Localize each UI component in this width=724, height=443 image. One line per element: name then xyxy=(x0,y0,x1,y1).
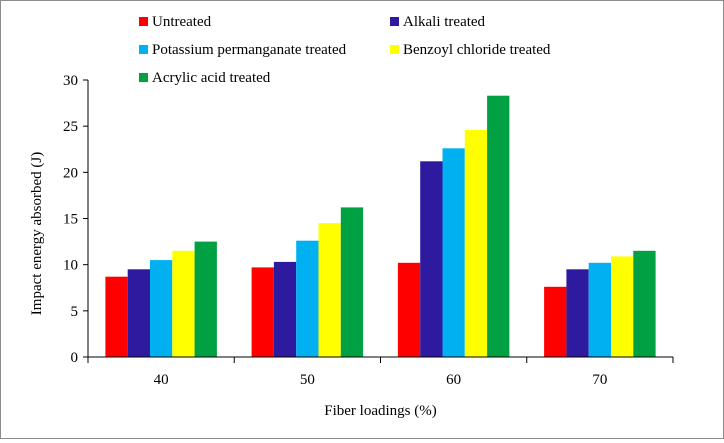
bar-alkali-treated-60 xyxy=(420,161,443,357)
y-tick-label: 15 xyxy=(63,212,78,228)
y-tick-label: 5 xyxy=(71,304,79,320)
x-axis-title: Fiber loadings (%) xyxy=(324,403,436,419)
legend: Untreated Alkali treated Potassium permang… xyxy=(139,14,551,86)
bar-alkali-treated-70 xyxy=(566,269,589,357)
legend-swatch xyxy=(139,17,148,26)
bar-potassium-permanganate-treated-70 xyxy=(588,262,611,357)
x-tick-label: 40 xyxy=(154,372,169,388)
x-tick-label: 50 xyxy=(300,372,315,388)
y-ticks-group: 0 5 10 15 20 25 30 xyxy=(63,73,88,366)
x-tick-label: 60 xyxy=(446,372,461,388)
bar-acrylic-acid-treated-60 xyxy=(487,95,510,357)
bar-untreated-60 xyxy=(397,262,421,357)
legend-item-alkali-treated: Alkali treated xyxy=(390,14,486,30)
y-tick-label: 30 xyxy=(63,73,78,89)
bar-untreated-50 xyxy=(251,267,274,357)
legend-label: Benzoyl chloride treated xyxy=(403,42,551,58)
bar-untreated-40 xyxy=(105,276,128,357)
x-tick-label: 70 xyxy=(592,372,607,388)
bar-untreated-70 xyxy=(544,286,567,357)
legend-item-acrylic-acid-treated: Acrylic acid treated xyxy=(139,70,271,86)
bar-benzoyl-chloride-treated-60 xyxy=(464,129,488,357)
bar-alkali-treated-40 xyxy=(127,269,150,357)
bar-potassium-permanganate-treated-60 xyxy=(442,148,465,357)
bar-acrylic-acid-treated-70 xyxy=(633,250,656,357)
bar-potassium-permanganate-treated-50 xyxy=(296,240,319,357)
legend-label: Acrylic acid treated xyxy=(152,70,271,86)
bar-benzoyl-chloride-treated-70 xyxy=(611,256,634,357)
legend-item-potassium-permanganate-treated: Potassium permanganate treated xyxy=(139,42,347,58)
y-tick-label: 25 xyxy=(63,119,78,135)
legend-label: Untreated xyxy=(152,14,212,30)
bar-acrylic-acid-treated-50 xyxy=(340,207,364,357)
y-tick-label: 20 xyxy=(63,165,78,181)
legend-swatch xyxy=(390,17,399,26)
y-tick-label: 10 xyxy=(63,258,78,274)
legend-swatch xyxy=(390,45,399,54)
legend-swatch xyxy=(139,73,148,82)
legend-label: Potassium permanganate treated xyxy=(152,42,347,58)
bar-alkali-treated-50 xyxy=(273,261,297,357)
bar-benzoyl-chloride-treated-50 xyxy=(318,223,341,357)
legend-item-untreated: Untreated xyxy=(139,14,212,30)
y-axis-title: Impact energy absorbed (J) xyxy=(29,152,45,315)
bars-group xyxy=(105,95,656,357)
legend-swatch xyxy=(139,45,148,54)
legend-label: Alkali treated xyxy=(403,14,486,30)
y-tick-label: 0 xyxy=(71,350,79,366)
x-ticks-group: 40 50 60 70 xyxy=(87,357,674,388)
bar-benzoyl-chloride-treated-40 xyxy=(172,250,195,357)
bar-acrylic-acid-treated-40 xyxy=(194,241,217,357)
legend-item-benzoyl-chloride-treated: Benzoyl chloride treated xyxy=(390,42,551,58)
bar-potassium-permanganate-treated-40 xyxy=(150,260,173,357)
